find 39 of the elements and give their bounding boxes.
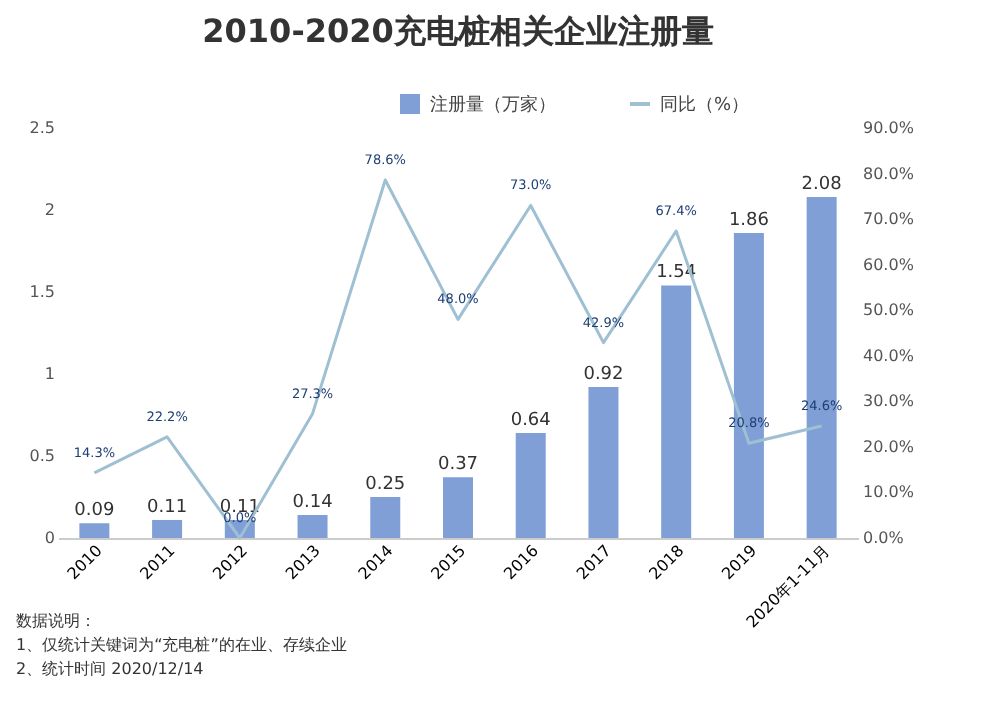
- data-label: 1.86: [728, 210, 770, 231]
- data-label: 0.64: [510, 411, 552, 432]
- bar: [661, 285, 692, 538]
- y2-tick-label: 30.0%: [863, 392, 915, 411]
- y2-tick-label: 40.0%: [863, 346, 915, 365]
- y2-tick-label: 90.0%: [863, 119, 915, 137]
- legend-label: 注册量（万家）: [430, 94, 556, 116]
- y-tick-label: 0.5: [29, 447, 55, 465]
- y-tick-label: 0: [44, 529, 55, 547]
- bar: [152, 519, 183, 538]
- y2-tick-label: 20.0%: [863, 437, 915, 456]
- y2-tick-label: 10.0%: [863, 483, 915, 502]
- data-label: 0.09: [74, 501, 115, 522]
- data-label: 0.25: [365, 475, 406, 495]
- text: 2、统计时间 2020/12/14: [16, 658, 206, 682]
- bar: [443, 477, 473, 538]
- text: 1、仅统计关键词为“充电桩”的在业、存续企业: [16, 634, 347, 658]
- bar: [515, 433, 546, 538]
- bar: [370, 497, 401, 538]
- data-label: 0.92: [583, 365, 624, 386]
- data-label: 2.08: [801, 174, 843, 195]
- y2-tick-label: 80.0%: [863, 164, 915, 183]
- bar: [297, 515, 328, 538]
- legend-label: 同比（%）: [660, 94, 750, 116]
- y-tick-label: 1.5: [29, 283, 55, 301]
- data-label: 0.11: [147, 497, 188, 518]
- y-tick-label: 1: [44, 365, 55, 383]
- bar: [588, 387, 619, 538]
- y2-tick-label: 60.0%: [863, 255, 915, 274]
- data-label: 0.37: [437, 455, 479, 476]
- y2-tick-label: 70.0%: [863, 210, 915, 229]
- y-tick-label: 2: [44, 201, 55, 219]
- y2-tick-label: 50.0%: [863, 301, 915, 320]
- bar: [79, 523, 110, 538]
- chart-title: 2010-2020充电桩相关企业注册量: [202, 12, 714, 50]
- y2-tick-label: 0.0%: [863, 529, 905, 547]
- y-tick-label: 2.5: [29, 119, 55, 137]
- data-label: 0.14: [292, 493, 334, 514]
- text: 数据说明：: [16, 610, 98, 634]
